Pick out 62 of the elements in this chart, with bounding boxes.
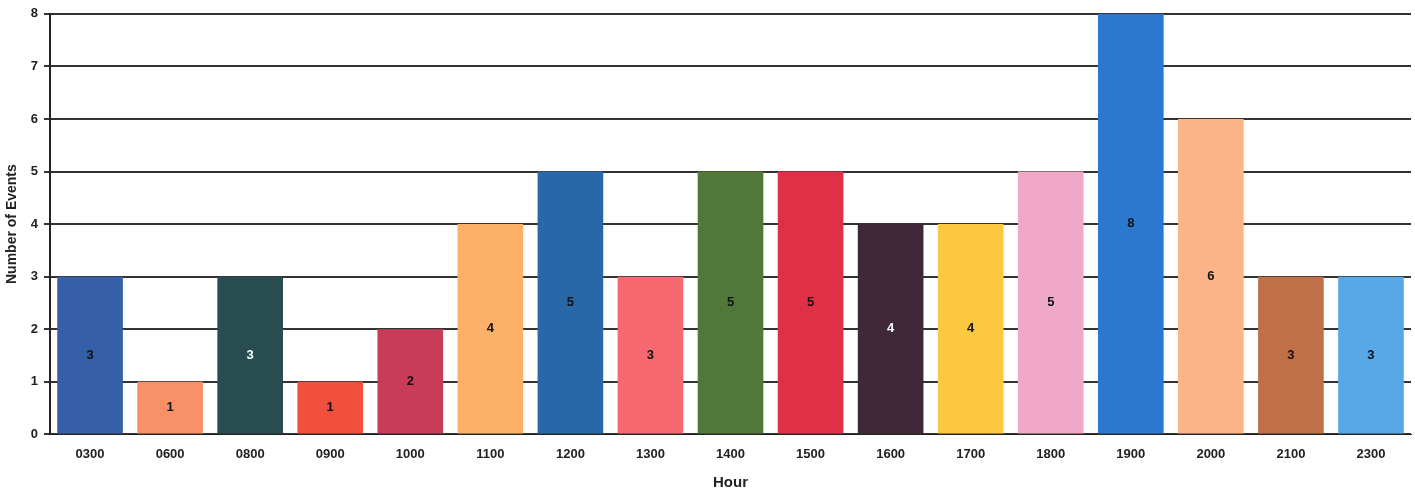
y-tick-label: 5: [30, 163, 39, 179]
x-tick-label: 2000: [1196, 445, 1226, 461]
x-tick-label: 2100: [1276, 445, 1306, 461]
y-tick-label: 8: [30, 5, 39, 21]
y-tick-label: 6: [30, 110, 39, 126]
bar: [777, 171, 844, 434]
data-label: 3: [246, 346, 254, 362]
x-tick-label: 0900: [315, 445, 345, 461]
bar: [1017, 171, 1084, 434]
data-label: 3: [1367, 346, 1375, 362]
y-tick-label: 0: [30, 425, 39, 441]
bar: [857, 224, 924, 434]
x-tick-label: 1600: [876, 445, 906, 461]
y-tick-label: 1: [30, 373, 39, 389]
y-tick-label: 2: [30, 320, 39, 336]
bar: [537, 171, 604, 434]
data-label: 5: [806, 294, 815, 310]
bar: [937, 224, 1004, 434]
y-tick-label: 4: [30, 215, 39, 231]
y-axis-title: Number of Events: [3, 163, 20, 285]
data-label: 3: [86, 346, 94, 362]
bar: [617, 276, 684, 434]
x-tick-label: 1400: [716, 445, 745, 461]
data-label: 6: [1207, 267, 1215, 283]
data-label: 1: [166, 399, 174, 415]
x-tick-label: 0600: [155, 445, 185, 461]
bar: [697, 171, 764, 434]
x-tick-label: 1100: [476, 445, 505, 461]
x-tick-label: 1700: [956, 445, 986, 461]
data-label: 5: [1047, 294, 1055, 310]
bar: [137, 381, 203, 434]
x-tick-label: 1200: [555, 445, 585, 461]
data-label: 4: [967, 320, 976, 336]
bar: [1097, 13, 1164, 434]
bar: [297, 381, 364, 434]
bar: [217, 276, 283, 434]
bar: [377, 329, 444, 434]
bar: [457, 224, 524, 434]
x-tick-label: 0300: [75, 445, 105, 461]
x-tick-label: 1300: [636, 445, 665, 461]
bar: [1178, 118, 1244, 434]
x-tick-label: 1500: [796, 445, 826, 461]
data-label: 2: [406, 372, 414, 388]
data-label: 8: [1127, 215, 1135, 231]
data-label: 1: [326, 399, 334, 415]
x-tick-label: 1900: [1116, 445, 1146, 461]
x-tick-label: 2300: [1356, 445, 1386, 461]
bar: [1338, 276, 1404, 434]
bar: [1258, 276, 1324, 434]
x-tick-label: 1800: [1036, 445, 1066, 461]
data-label: 4: [887, 320, 896, 336]
y-tick-label: 7: [30, 57, 39, 73]
y-tick-label: 3: [30, 268, 39, 284]
data-label: 4: [486, 320, 495, 336]
bar: [57, 276, 123, 434]
x-tick-label: 0800: [235, 445, 265, 461]
x-axis-title: Hour: [713, 473, 749, 491]
data-label: 5: [566, 294, 575, 310]
x-tick-label: 1000: [395, 445, 425, 461]
data-label: 3: [646, 346, 655, 362]
data-label: 5: [726, 294, 735, 310]
data-label: 3: [1287, 346, 1295, 362]
